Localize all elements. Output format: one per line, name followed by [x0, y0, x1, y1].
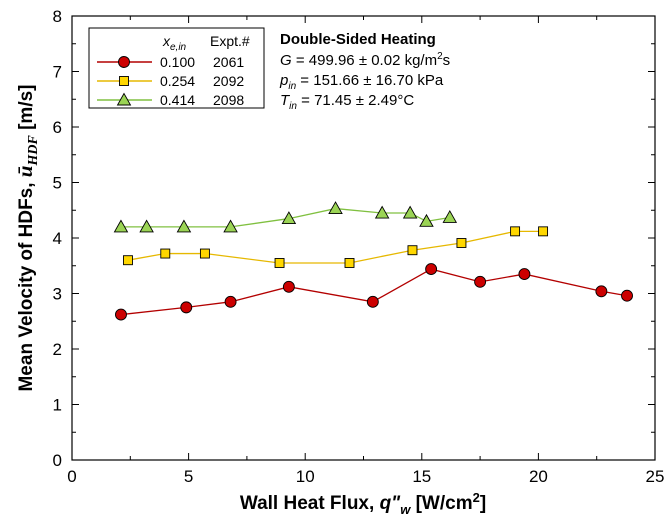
legend-expt: 2061 — [213, 54, 244, 70]
conditions-annotation: Double-Sided Heating G = 499.96 ± 0.02 k… — [279, 31, 450, 112]
data-point-square — [274, 258, 285, 268]
data-point-circle — [224, 295, 237, 308]
data-point-square — [123, 255, 133, 266]
y-tick-label: 1 — [53, 396, 62, 415]
data-point-circle — [425, 263, 438, 276]
data-point-triangle — [223, 219, 238, 233]
data-point-triangle — [139, 219, 154, 233]
y-axis-title: Mean Velocity of HDFs, ūHDF [m/s] — [13, 84, 41, 391]
legend-entry: 0.414 2098 — [97, 92, 244, 108]
data-point-circle — [518, 268, 531, 281]
data-point-square — [407, 245, 418, 256]
legend-swatch-marker — [116, 92, 132, 106]
data-point-square — [456, 238, 467, 248]
series-circle — [115, 263, 633, 321]
legend-label: 0.414 — [160, 92, 195, 108]
legend-header-expt: Expt.# — [210, 33, 250, 49]
x-tick-label: 10 — [296, 467, 315, 486]
data-point-circle — [474, 275, 487, 288]
data-point-circle — [366, 295, 379, 308]
x-tick-label: 25 — [646, 467, 665, 486]
data-point-square — [510, 226, 521, 237]
data-point-triangle — [374, 205, 390, 219]
data-point-circle — [115, 308, 127, 321]
data-point-circle — [282, 280, 295, 293]
data-point-circle — [595, 285, 608, 298]
legend-box — [88, 27, 265, 109]
y-axis-symbol: ū — [13, 166, 37, 178]
axis-ticks: 0 5 10 15 20 25 0 1 2 3 4 5 6 7 8 — [53, 7, 665, 486]
series-line — [120, 268, 628, 316]
data-point-square — [160, 248, 171, 259]
data-point-square — [344, 258, 355, 268]
series-layer — [113, 201, 633, 321]
y-tick-label: 6 — [53, 118, 62, 137]
x-tick-label: 0 — [67, 467, 76, 486]
legend-label: 0.100 — [160, 54, 195, 70]
legend-rows: 0.100 2061 0.254 2092 0.414 2098 — [97, 54, 244, 108]
data-point-triangle — [176, 219, 192, 233]
annotation-t: Tin = 71.45 ± 2.49°C — [280, 92, 414, 112]
annotation-p: pin = 151.66 ± 16.70 kPa — [279, 72, 444, 92]
annotation-g: G = 499.96 ± 0.02 kg/m2s — [280, 51, 450, 69]
data-point-square — [199, 248, 210, 259]
legend-entry: 0.100 2061 — [97, 54, 244, 70]
legend-expt: 2098 — [213, 92, 244, 108]
y-tick-label: 8 — [53, 7, 62, 26]
legend: xe,in Expt.# 0.100 2061 0.254 2092 0.414 2098 — [88, 27, 265, 109]
y-tick-label: 4 — [53, 229, 62, 248]
legend-header-x: xe,in — [162, 33, 187, 53]
legend-expt: 2092 — [213, 73, 244, 89]
annotation-title: Double-Sided Heating — [280, 31, 436, 48]
series-triangle — [113, 201, 458, 233]
y-tick-label: 5 — [53, 174, 62, 193]
series-line — [120, 207, 450, 228]
x-tick-label: 15 — [412, 467, 431, 486]
x-tick-label: 20 — [529, 467, 548, 486]
series-square — [123, 226, 549, 268]
data-point-triangle — [442, 210, 458, 223]
y-tick-label: 0 — [53, 451, 62, 470]
data-point-triangle — [328, 201, 343, 215]
y-tick-label: 2 — [53, 340, 62, 359]
y-tick-label: 7 — [53, 63, 62, 82]
legend-swatch-marker — [118, 56, 130, 68]
series-line — [127, 230, 544, 264]
x-axis-title: Wall Heat Flux, q"w [W/cm2] — [240, 490, 486, 517]
data-point-triangle — [281, 211, 297, 225]
legend-entry: 0.254 2092 — [97, 73, 244, 89]
legend-swatch-marker — [119, 76, 129, 86]
legend-label: 0.254 — [160, 73, 195, 89]
data-point-triangle — [402, 205, 418, 219]
x-tick-label: 5 — [184, 467, 193, 486]
data-point-triangle — [419, 213, 434, 227]
data-point-triangle — [113, 219, 129, 233]
data-point-circle — [621, 289, 633, 302]
data-point-circle — [180, 301, 193, 314]
data-point-square — [538, 226, 549, 237]
y-tick-label: 3 — [53, 285, 62, 304]
